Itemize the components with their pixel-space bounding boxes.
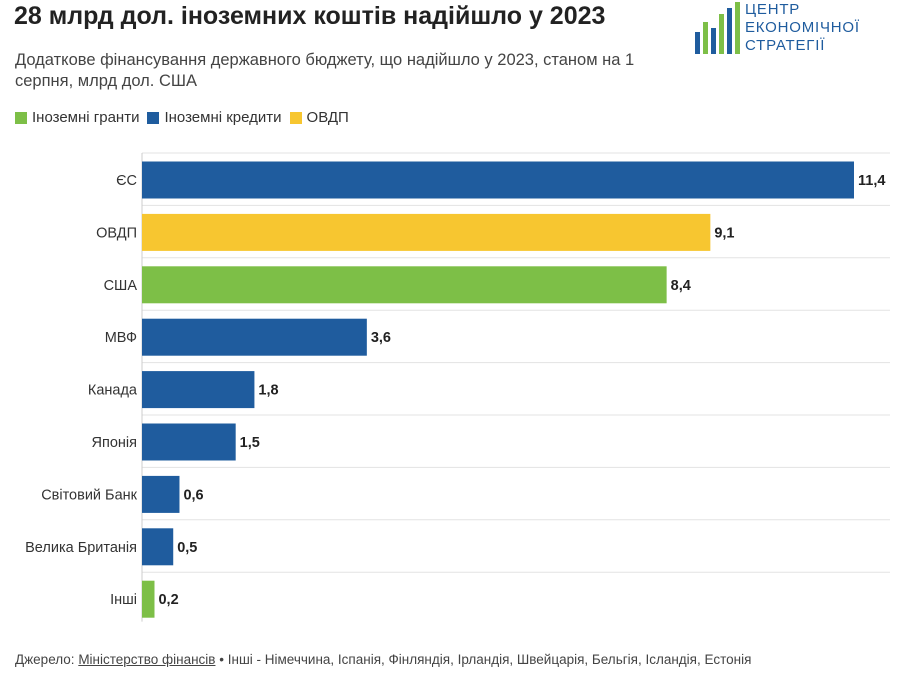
- bar-1: [142, 213, 711, 251]
- legend-label-ovdp: ОВДП: [306, 109, 349, 126]
- category-label: МВФ: [105, 330, 137, 346]
- legend: Іноземні гранти Іноземні кредити ОВДП: [15, 109, 357, 126]
- category-label: Велика Британія: [25, 540, 137, 556]
- footer-separator: •: [219, 652, 224, 667]
- logo-line-2: ЕКОНОМІЧНОЇ: [745, 19, 860, 36]
- bar-6: [142, 475, 180, 513]
- category-label: Японія: [92, 435, 137, 451]
- legend-label-grants: Іноземні гранти: [32, 109, 140, 126]
- source-link[interactable]: Міністерство фінансів: [78, 652, 216, 667]
- bar-3: [142, 318, 367, 356]
- footer-note: Інші - Німеччина, Іспанія, Фінляндія, Ір…: [227, 652, 752, 667]
- category-label: ЄС: [116, 173, 137, 189]
- value-label: 0,2: [158, 592, 178, 608]
- bar-chart: ЄС 11,4 ОВДП 9,1 США 8,4 МВФ 3,6 Канада 1,8 Японія…: [25, 152, 890, 622]
- bar-0: [142, 161, 854, 199]
- value-label: 0,5: [177, 540, 197, 556]
- chart-subtitle: Додаткове фінансування державного бюджет…: [15, 51, 635, 90]
- bar-8: [142, 580, 155, 618]
- bar-chart-logo-icon: [695, 2, 740, 54]
- legend-label-loans: Іноземні кредити: [164, 109, 282, 126]
- chart-title: 28 млрд дол. іноземних коштів надійшло у…: [14, 2, 606, 30]
- legend-swatch-grants: [15, 111, 27, 124]
- bar-7: [142, 528, 174, 566]
- value-label: 3,6: [371, 330, 391, 346]
- category-label: США: [104, 278, 138, 294]
- value-label: 1,5: [240, 435, 260, 451]
- bar-5: [142, 423, 236, 461]
- logo-line-1: ЦЕНТР: [745, 1, 801, 18]
- logo-text: ЦЕНТР ЕКОНОМІЧНОЇ СТРАТЕГІЇ: [745, 1, 860, 55]
- value-label: 11,4: [858, 173, 885, 189]
- category-label: Інші: [110, 592, 137, 608]
- legend-swatch-loans: [147, 111, 160, 124]
- category-label: Канада: [88, 383, 138, 399]
- value-label: 9,1: [714, 225, 734, 241]
- legend-item-grants[interactable]: Іноземні гранти: [15, 109, 139, 126]
- footer: Джерело: Міністерство фінансів • Інші - …: [15, 652, 751, 667]
- bar-4: [142, 371, 255, 409]
- legend-item-loans[interactable]: Іноземні кредити: [147, 109, 282, 126]
- logo-line-3: СТРАТЕГІЇ: [745, 37, 826, 54]
- legend-swatch-ovdp: [289, 111, 302, 124]
- value-label: 0,6: [183, 487, 203, 503]
- bar-2: [142, 266, 667, 304]
- value-label: 8,4: [671, 278, 691, 294]
- category-label: Світовий Банк: [41, 487, 137, 503]
- category-label: ОВДП: [96, 225, 137, 241]
- value-label: 1,8: [258, 383, 278, 399]
- source-label: Джерело:: [15, 652, 75, 667]
- legend-item-ovdp[interactable]: ОВДП: [289, 109, 349, 126]
